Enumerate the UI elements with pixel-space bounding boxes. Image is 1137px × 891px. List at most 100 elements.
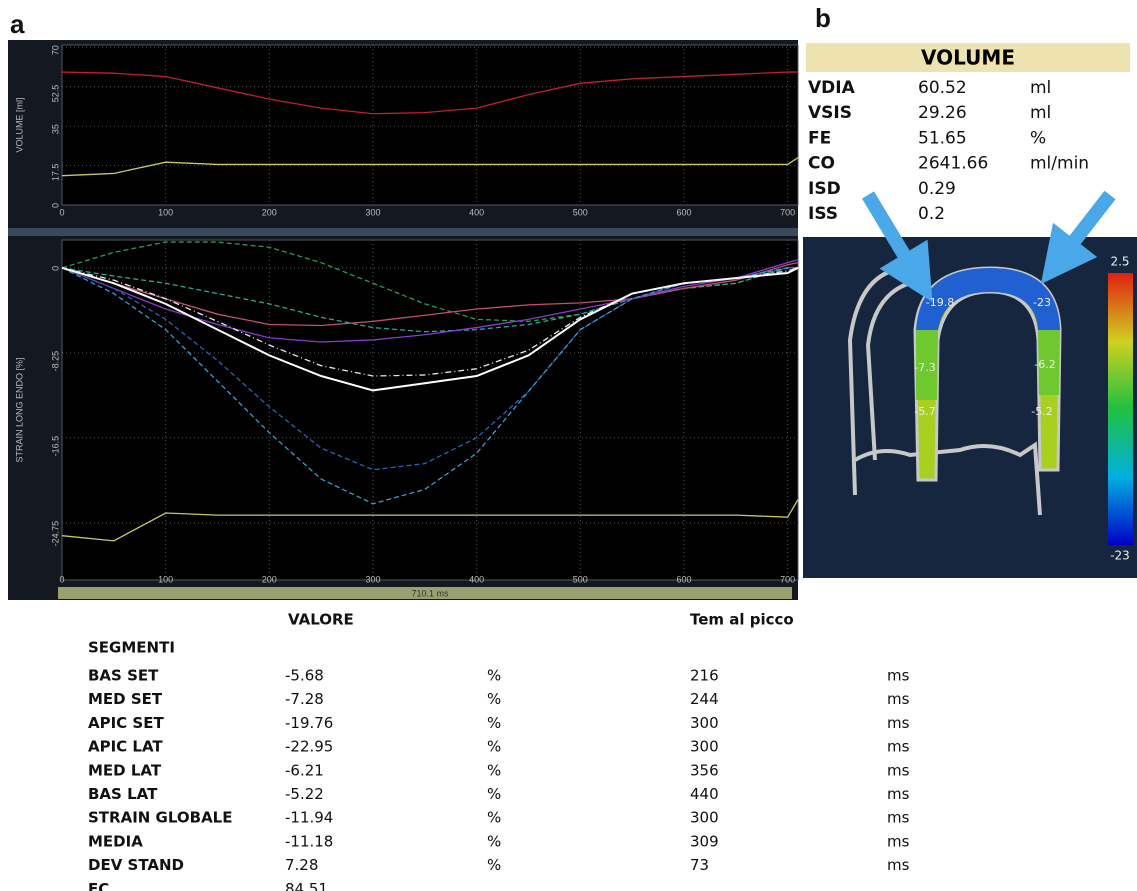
cell: ml/min [1030, 154, 1089, 174]
x-tick-label: 400 [469, 574, 484, 584]
cell: ml [1030, 78, 1051, 98]
cell: -5.22 [285, 785, 324, 803]
table-title: VOLUME [921, 46, 1015, 70]
cell: 356 [690, 761, 719, 779]
cell: % [487, 832, 501, 850]
colorbar-label: -23 [1110, 549, 1130, 563]
x-tick-label: 600 [676, 207, 691, 217]
y-tick-label: 0 [50, 266, 60, 271]
y-tick-label: 17.5 [50, 164, 60, 182]
cell: ml [1030, 103, 1051, 123]
cell: 300 [690, 809, 719, 827]
segment-value: -5.2 [1031, 405, 1052, 418]
y-tick-label: -8.25 [50, 351, 60, 372]
colorbar-label: 2.5 [1110, 255, 1129, 269]
cell: % [1030, 128, 1046, 148]
cell: % [487, 761, 501, 779]
apical-segments [916, 268, 1060, 330]
x-tick-label: 400 [469, 207, 484, 217]
row-label: DEV STAND [88, 856, 184, 874]
y-tick-label: 0 [50, 203, 60, 208]
panel-label: a [10, 9, 25, 39]
cell: 7.28 [285, 856, 318, 874]
plot-area [61, 44, 799, 206]
row-label: MEDIA [88, 832, 143, 850]
section-label: SEGMENTI [88, 639, 175, 657]
cell: 29.26 [918, 103, 967, 123]
cell: 440 [690, 785, 719, 803]
row-label: APIC LAT [88, 738, 163, 756]
row-label: STRAIN GLOBALE [88, 809, 233, 827]
cell: % [487, 738, 501, 756]
series-line [61, 267, 799, 377]
cell: ms [887, 785, 910, 803]
cell: 73 [690, 856, 709, 874]
cell: 51.65 [918, 128, 967, 148]
cell: ms [887, 761, 910, 779]
cell: -7.28 [285, 690, 324, 708]
cell: ms [887, 738, 910, 756]
cell: -6.21 [285, 761, 324, 779]
x-tick-label: 100 [158, 574, 173, 584]
cell: % [487, 809, 501, 827]
row-label: VDIA [808, 78, 856, 98]
y-tick-label: 70 [50, 45, 60, 55]
row-label: ISS [808, 204, 838, 224]
x-tick-label: 500 [573, 574, 588, 584]
cell: ms [887, 832, 910, 850]
x-tick-label: 300 [365, 574, 380, 584]
mid-segments [916, 330, 1060, 400]
x-tick-label: 100 [158, 207, 173, 217]
plot-area [61, 239, 799, 581]
x-tick-label: 200 [262, 574, 277, 584]
y-axis-label: STRAIN LONG ENDO [%] [14, 357, 24, 462]
cell: 60.52 [918, 78, 967, 98]
y-tick-label: -24.75 [50, 521, 60, 547]
series-line [61, 499, 799, 542]
cell: 309 [690, 832, 719, 850]
segment-value: -23 [1033, 296, 1051, 309]
y-tick-label: 52.5 [50, 85, 60, 103]
cell: 300 [690, 714, 719, 732]
cell: ms [887, 856, 910, 874]
row-label: FC [88, 880, 109, 891]
segment-value: -19.8 [926, 296, 954, 309]
x-tick-label: 700 [780, 574, 795, 584]
arrow [862, 191, 933, 302]
row-label: MED SET [88, 690, 163, 708]
cell: % [487, 785, 501, 803]
panel-label: b [815, 3, 831, 33]
row-label: FE [808, 128, 831, 148]
cell: 0.2 [918, 204, 945, 224]
column-header: Tem al picco [690, 611, 794, 629]
cell: 244 [690, 690, 719, 708]
cell: -22.95 [285, 738, 333, 756]
row-label: BAS SET [88, 667, 159, 685]
segment-value: -6.2 [1034, 358, 1055, 371]
cell: 84.51 [285, 880, 328, 891]
column-header: VALORE [288, 611, 354, 629]
cell: 2641.66 [918, 154, 988, 174]
cell: 300 [690, 738, 719, 756]
series-line [61, 262, 799, 327]
cell: ms [887, 690, 910, 708]
x-tick-label: 700 [780, 207, 795, 217]
cell: % [487, 714, 501, 732]
segment-value: -5.7 [914, 405, 935, 418]
footer-bar [58, 587, 792, 599]
arrow [1040, 190, 1116, 285]
cell: -5.68 [285, 667, 324, 685]
y-tick-label: 35 [50, 124, 60, 134]
cell: 216 [690, 667, 719, 685]
cell: % [487, 667, 501, 685]
y-tick-label: -16.5 [50, 436, 60, 457]
cell: % [487, 690, 501, 708]
row-label: ISD [808, 179, 841, 199]
x-tick-label: 500 [573, 207, 588, 217]
row-label: BAS LAT [88, 785, 158, 803]
x-axis-footer: 710.1 ms [411, 588, 449, 598]
series-line [61, 157, 799, 177]
row-label: CO [808, 154, 835, 174]
series-line [61, 266, 799, 392]
